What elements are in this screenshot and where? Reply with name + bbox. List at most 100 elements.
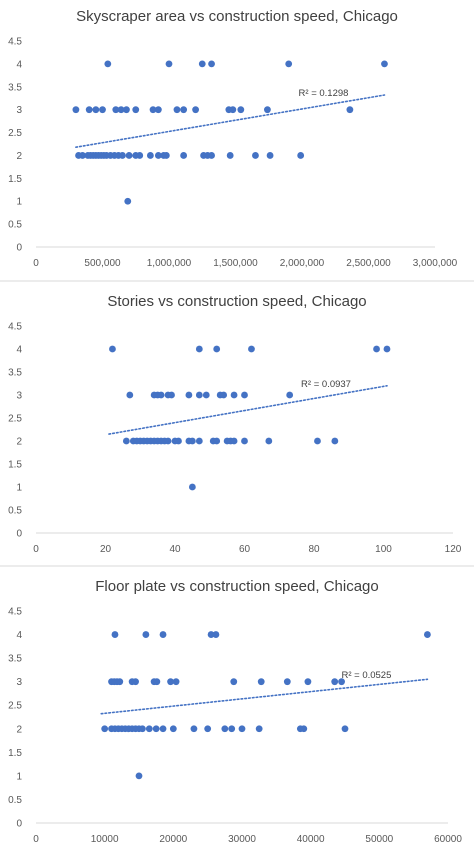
data-point [188,437,196,445]
x-tick-label: 30000 [228,834,256,845]
y-tick-label: 3.5 [8,654,22,665]
data-point [213,437,221,445]
data-point [241,437,248,445]
data-point [285,60,293,68]
data-point [162,152,170,159]
y-tick-label: 1 [16,483,22,494]
chart-3: Floor plate vs construction speed, Chica… [8,578,462,845]
data-point [185,391,193,399]
x-tick-label: 60 [239,544,251,555]
x-tick-label: 10000 [91,834,119,845]
data-point [153,678,161,686]
data-point [241,391,248,399]
data-point [198,60,206,68]
y-tick-label: 4 [16,59,22,70]
data-point [346,106,354,114]
data-point [237,106,245,114]
data-point [192,106,200,114]
x-tick-label: 20 [100,544,112,555]
data-point [139,725,146,733]
data-point [266,152,274,159]
data-point [85,106,93,114]
data-point [228,725,236,733]
data-point [72,106,80,114]
y-tick-label: 2.5 [8,414,22,425]
y-tick-label: 3 [16,677,22,688]
data-point [169,725,177,733]
x-tick-label: 500,000 [84,258,121,269]
data-point [152,725,160,733]
data-point [149,106,157,114]
x-tick-label: 3,000,000 [413,258,458,269]
x-tick-label: 120 [445,544,462,555]
data-point [230,678,238,686]
data-point [122,437,130,445]
data-point [283,678,291,686]
x-tick-label: 2,500,000 [346,258,391,269]
x-tick-label: 50000 [365,834,393,845]
x-tick-label: 100 [375,544,392,555]
data-point [208,152,215,159]
r-squared-label: R² = 0.1298 [299,88,349,99]
data-point [207,631,215,638]
y-tick-label: 4.5 [8,322,22,333]
y-tick-label: 1.5 [8,748,22,759]
data-point [92,106,100,114]
data-point [112,106,120,114]
x-tick-label: 40000 [297,834,325,845]
data-point [338,678,345,686]
chart-1: Skyscraper area vs construction speed, C… [8,8,458,269]
data-point [230,437,238,445]
y-tick-label: 3 [16,391,22,402]
y-tick-label: 4 [16,630,22,641]
data-point [146,152,154,159]
data-point [226,152,234,159]
data-point [173,106,181,114]
trendline [75,94,386,149]
data-point [229,106,237,114]
data-point [126,391,134,399]
data-point [117,106,125,114]
x-tick-label: 20000 [159,834,187,845]
data-point [157,391,165,399]
r-squared-label: R² = 0.0937 [301,379,351,390]
data-point [208,60,215,68]
data-point [145,725,153,733]
data-point [265,437,273,445]
data-point [248,345,255,353]
data-point [341,725,349,733]
data-point [132,106,140,114]
y-tick-label: 1.5 [8,174,22,185]
data-point [252,152,259,159]
data-point [136,152,144,159]
x-tick-label: 0 [33,544,39,555]
y-tick-label: 0.5 [8,506,22,517]
data-point [167,678,174,686]
data-point [255,725,263,733]
y-tick-label: 0 [16,819,22,830]
data-point [220,391,228,399]
x-tick-label: 1,500,000 [213,258,258,269]
data-point [79,152,86,159]
data-point [212,631,220,638]
data-point [109,345,116,353]
data-point [135,772,143,780]
x-tick-label: 0 [33,834,39,845]
y-tick-label: 2 [16,437,22,448]
data-point [119,152,126,159]
data-point [172,678,180,686]
data-point [164,437,172,445]
y-tick-label: 3.5 [8,82,22,93]
data-point [213,345,221,353]
y-tick-label: 0 [16,243,22,254]
y-tick-label: 3 [16,105,22,116]
chart-title: Stories vs construction speed, Chicago [107,293,366,310]
data-point [304,678,312,686]
data-point [373,345,380,353]
chart-title: Skyscraper area vs construction speed, C… [76,8,398,25]
y-tick-label: 0.5 [8,220,22,231]
y-tick-label: 2.5 [8,701,22,712]
y-tick-label: 4.5 [8,607,22,618]
data-point [159,725,167,733]
